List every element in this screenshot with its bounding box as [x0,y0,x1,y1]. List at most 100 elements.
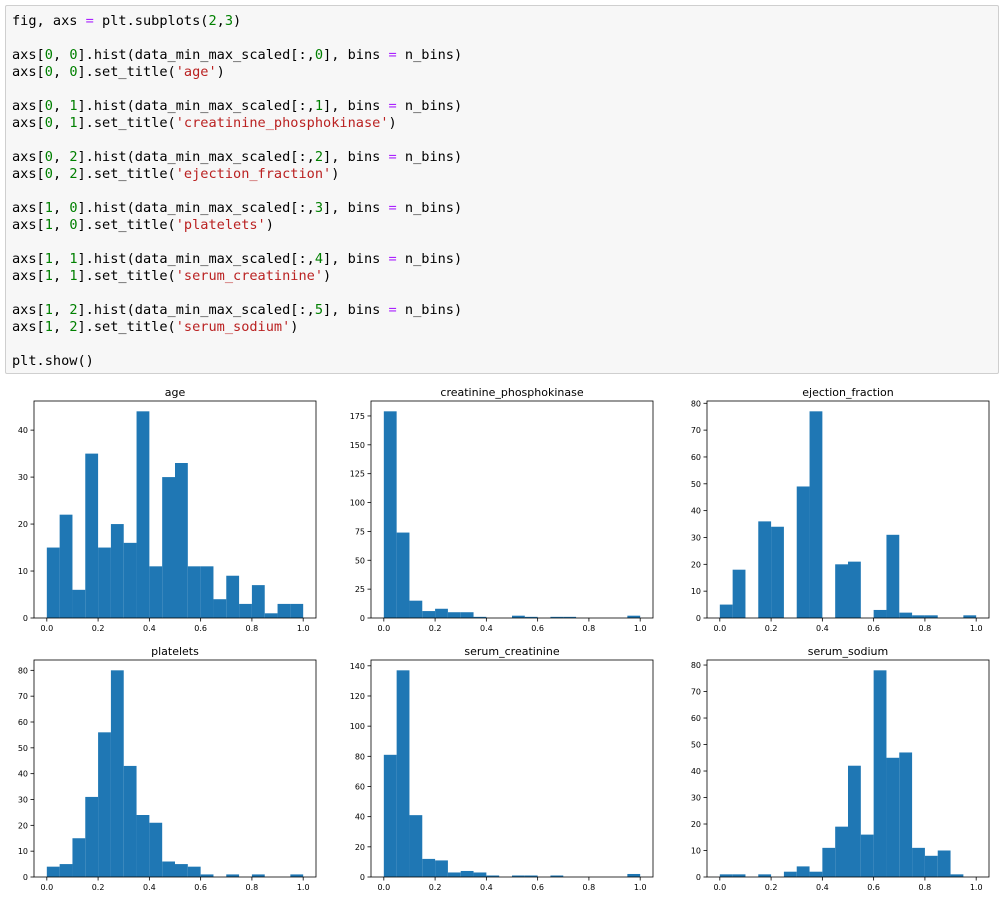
code-token: 1 [69,98,78,114]
code-token: 1 [44,217,53,233]
histogram-bar [98,547,111,618]
y-tick-label: 30 [691,794,701,803]
code-line: plt.show() [12,353,998,370]
code-line: axs[1, 2].hist(data_min_max_scaled[:,5],… [12,302,998,319]
code-token: ) [331,166,340,182]
code-token: 2 [69,319,78,335]
code-line: axs[1, 0].hist(data_min_max_scaled[:,3],… [12,200,998,217]
histogram-bar [72,838,86,877]
y-tick-label: 80 [18,666,28,675]
x-tick-label: 0.2 [92,624,105,633]
axes-frame [706,400,990,619]
code-token: 0 [44,115,53,131]
code-line: axs[0, 2].set_title('ejection_fraction') [12,166,998,183]
code-token: = [388,251,397,267]
x-tick-label: 0.0 [713,883,726,892]
histogram-bar [396,532,410,618]
x-tick-label: 0.0 [40,883,53,892]
y-tick-label: 60 [691,714,701,723]
code-token: ) [388,115,397,131]
y-tick-label: 0 [23,873,28,882]
code-token: 0 [69,47,78,63]
histogram-bar [187,566,201,618]
histogram-bar [758,521,772,618]
x-tick-label: 1.0 [634,624,647,633]
code-cell[interactable]: fig, axs = plt.subplots(2,3) axs[0, 0].h… [5,5,999,374]
subplot-platelets: platelets 0.0 0.2 0.4 0.6 0.8 1.0 0 10 20 30 40 50 60… [18,645,317,892]
code-token: , [52,319,70,335]
y-tick-label: 50 [355,556,365,565]
code-token: , [52,64,70,80]
histogram-bar [848,561,861,618]
code-token: fig, axs [12,13,86,29]
code-line [12,81,998,98]
x-tick-label: 1.0 [970,624,983,633]
y-tick-label: 60 [18,718,28,727]
code-token: = [388,200,397,216]
code-token: ].set_title( [77,115,176,131]
code-token: , [52,251,70,267]
code-token: plt.show() [12,353,94,369]
y-tick-label: 50 [691,741,701,750]
y-tick-label: 0 [360,873,365,882]
code-token: 2 [69,166,78,182]
histogram-bar [149,566,163,618]
code-line: axs[0, 0].set_title('age') [12,64,998,81]
histogram-bar [924,855,938,877]
code-line [12,132,998,149]
code-token: ].hist(data_min_max_scaled[:, [77,251,315,267]
histogram-bar [239,603,252,618]
x-tick-label: 1.0 [297,883,310,892]
code-token: ) [233,13,242,29]
x-tick-label: 0.8 [919,883,932,892]
code-line: axs[0, 1].hist(data_min_max_scaled[:,1],… [12,98,998,115]
code-token: , [52,200,70,216]
code-token: 2 [69,302,78,318]
code-token: n_bins) [396,302,463,318]
code-token: ], bins [323,302,389,318]
y-tick-label: 175 [350,412,365,421]
histogram-bar [524,616,538,618]
subplot-title: platelets [151,645,199,658]
histogram-bar [486,875,500,877]
code-token: ].set_title( [77,166,176,182]
code-editor[interactable]: fig, axs = plt.subplots(2,3) axs[0, 0].h… [6,6,998,370]
code-token: ].hist(data_min_max_scaled[:, [77,302,315,318]
y-tick-label: 40 [18,770,28,779]
code-token: axs[ [12,319,45,335]
histogram-bar [200,566,214,618]
code-token: n_bins) [396,47,463,63]
histogram-bar [85,453,99,618]
histogram-bar [383,754,397,877]
x-tick-label: 0.2 [429,624,442,633]
histogram-bar [396,670,410,877]
x-tick-label: 0.6 [867,883,880,892]
x-tick-label: 0.6 [194,624,207,633]
axes-frame [706,659,990,878]
code-token: 'platelets' [175,217,266,233]
histogram-bar [213,599,227,618]
histogram-bar [873,609,887,618]
code-token: axs[ [12,98,45,114]
histogram-bar [226,575,240,618]
y-tick-label: 60 [355,782,365,791]
x-tick-label: 0.8 [246,624,259,633]
code-token: 1 [69,115,78,131]
code-token: = [388,47,397,63]
x-tick-label: 0.0 [40,624,53,633]
code-token: , [52,115,70,131]
code-token: 0 [44,166,53,182]
code-line: axs[1, 0].set_title('platelets') [12,217,998,234]
histogram-bar [771,526,784,618]
histogram-bar [732,569,746,618]
histogram-bar [860,834,874,877]
code-token: = [388,302,397,318]
y-tick-label: 0 [696,873,701,882]
histogram-bar [110,670,124,877]
code-token: 1 [44,302,53,318]
code-token: axs[ [12,64,45,80]
subplot-title: creatinine_phosphokinase [440,386,583,399]
code-token: , [52,268,70,284]
x-tick-label: 0.6 [531,624,544,633]
code-line: fig, axs = plt.subplots(2,3) [12,13,998,30]
